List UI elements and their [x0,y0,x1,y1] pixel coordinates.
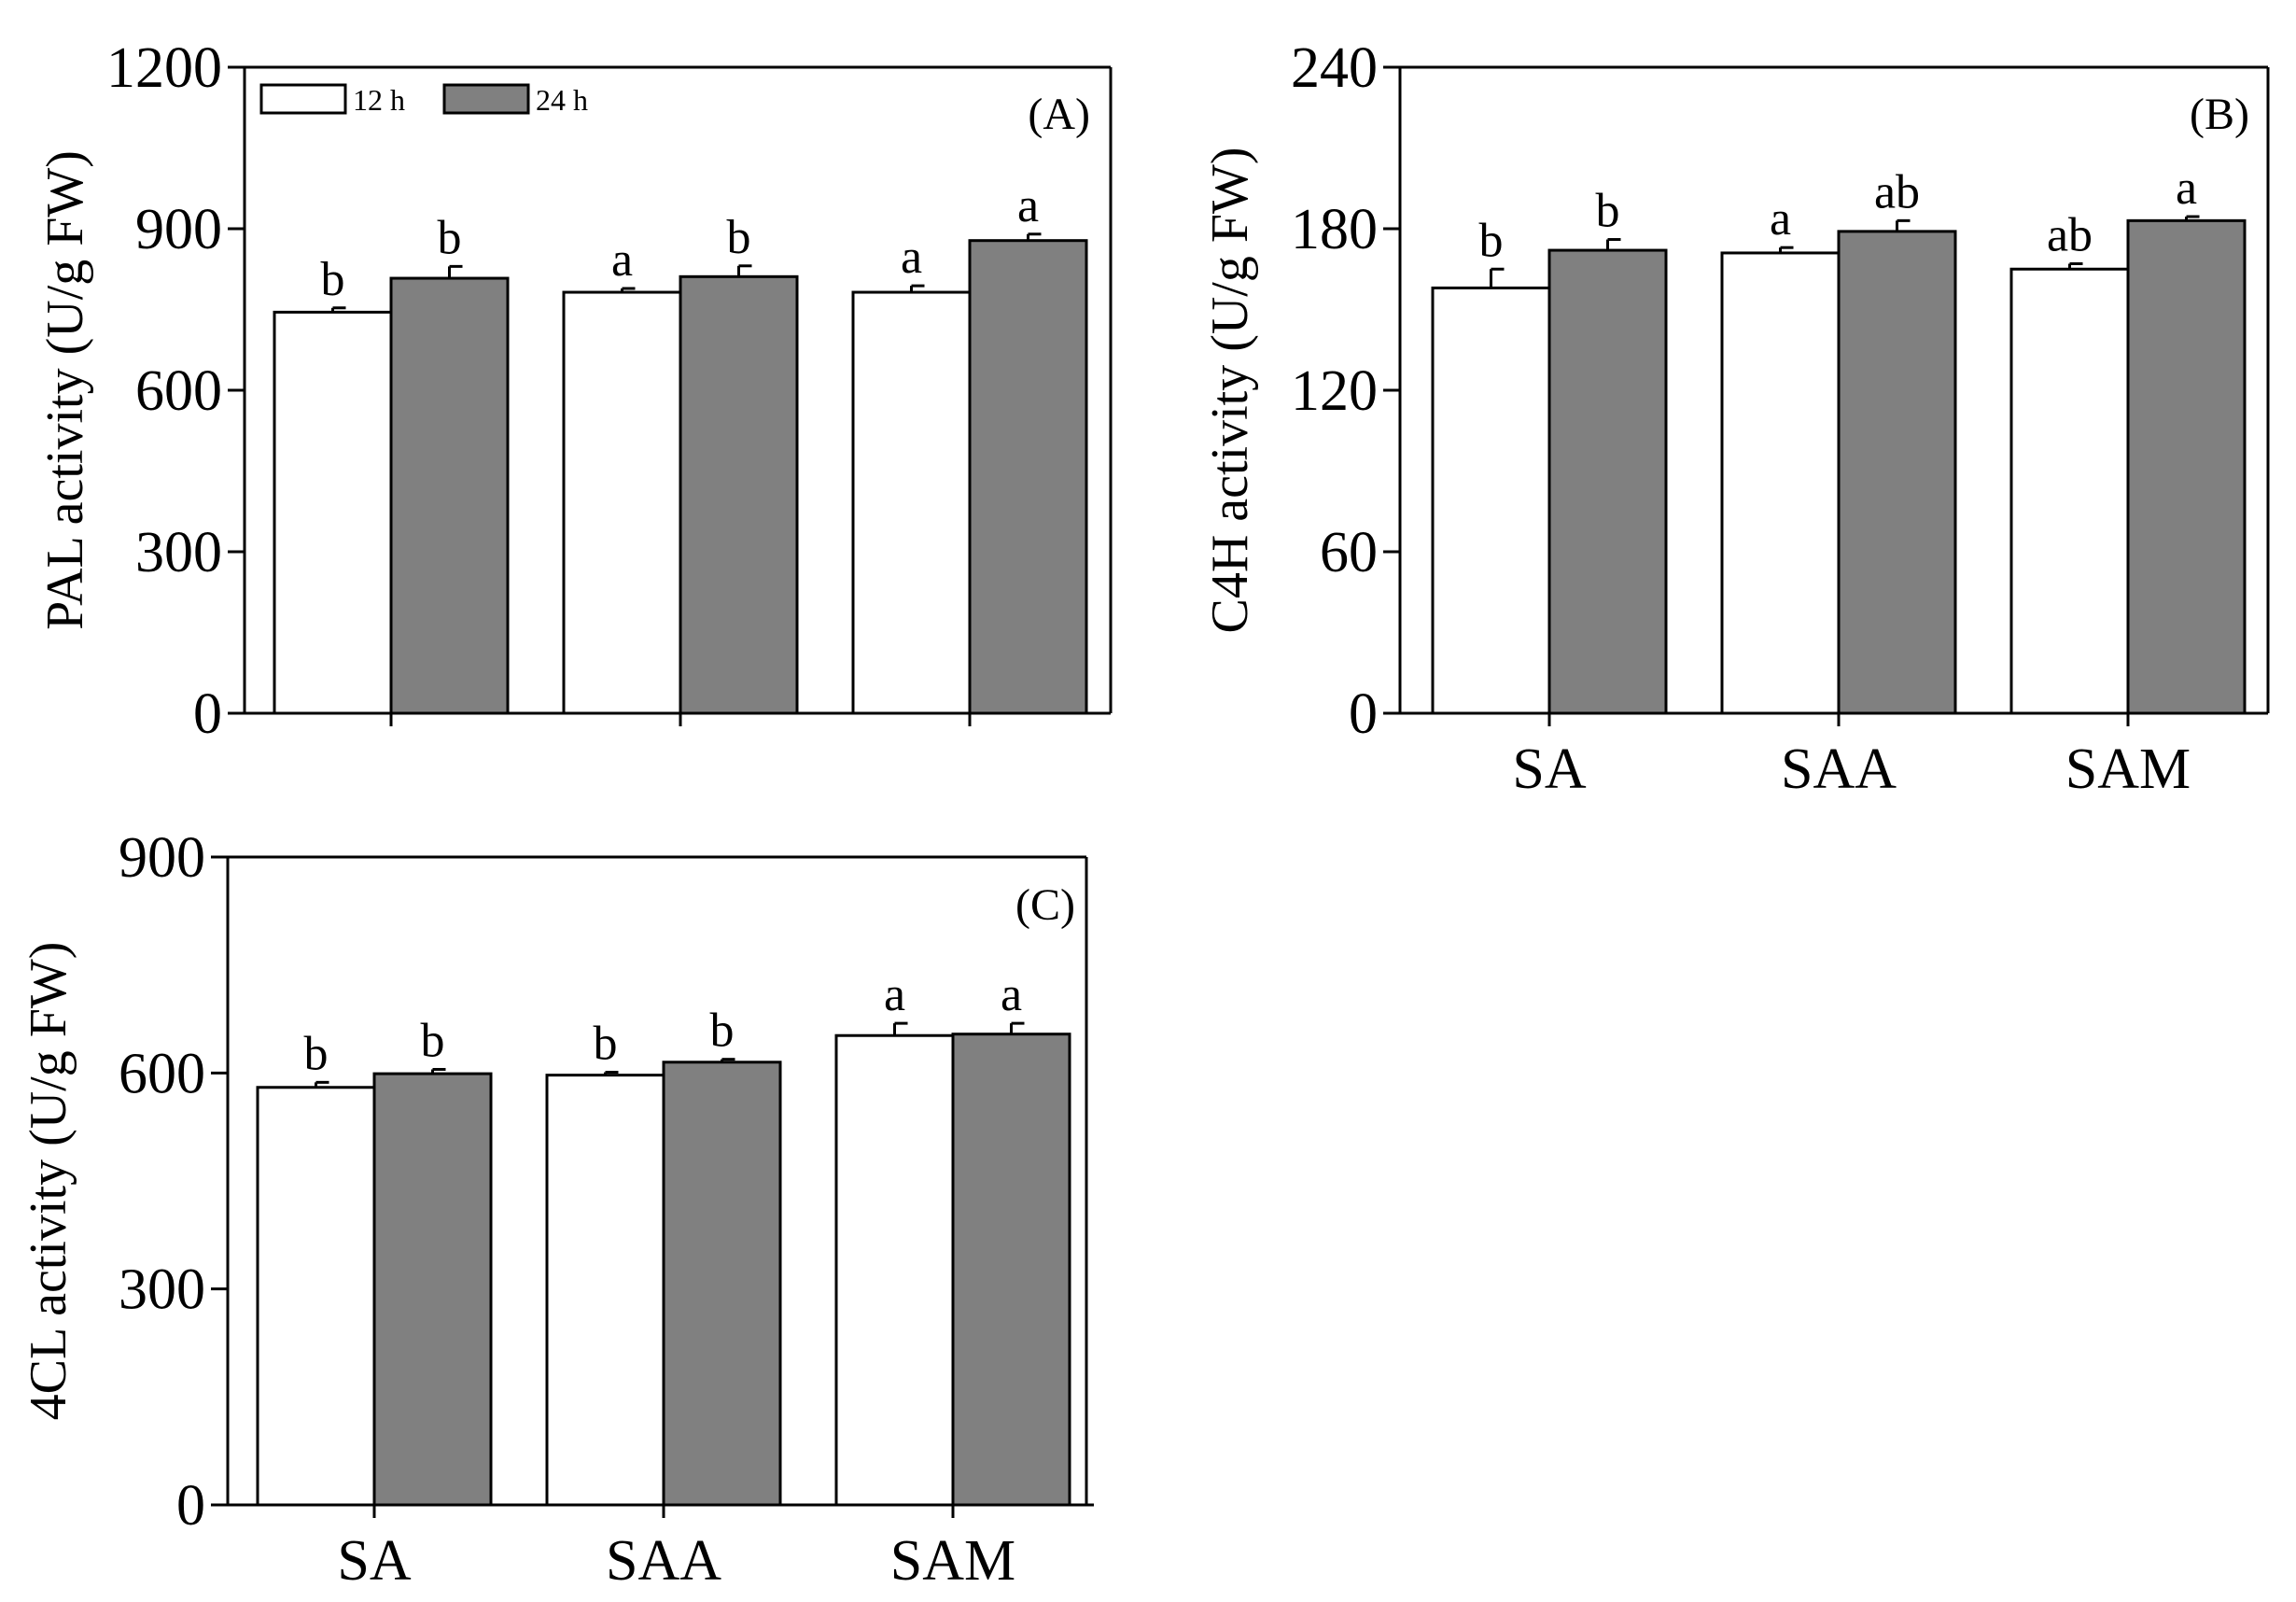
significance-label: b [421,1014,445,1067]
bar-sam-12h [834,1033,955,1507]
bar-sa-24h [372,1072,493,1507]
y-tick-label: 300 [119,1258,205,1322]
x-tick-label: SAM [2065,738,2191,801]
significance-label: a [611,233,633,287]
y-axis-title: PAL activity (U/g FW) [36,150,94,630]
significance-label: ab [1874,165,1920,218]
bar-sa-12h [273,310,393,715]
bar-sam-24h [968,239,1088,715]
significance-label: ab [2047,208,2093,261]
panel-b-c4h-activity: b b SA a ab SAA ab a SAM 0 60 120 180 240 C4H activity… [1201,36,2270,801]
bar-sa-12h [1431,286,1551,715]
significance-label: a [901,231,922,284]
x-tick-label: SAM [890,1529,1015,1593]
y-tick-label: 240 [1291,36,1378,100]
y-tick-label: 60 [1320,521,1378,584]
bar-saa-24h [662,1061,782,1507]
legend-label-12h: 12 h [353,83,405,117]
significance-label: b [1596,185,1620,238]
significance-label: b [710,1005,735,1058]
y-tick-label: 0 [1349,682,1378,746]
x-tick-label: SA [337,1529,411,1593]
x-tick-label: SAA [606,1529,721,1593]
significance-label: b [1479,214,1504,267]
bar-sam-12h [2009,267,2130,715]
y-tick-label: 600 [119,1042,205,1105]
bar-sa-24h [389,276,510,715]
bar-saa-24h [679,274,799,715]
significance-label: b [304,1027,329,1080]
panel-c-4cl-activity: b b SA b b SAA a a SAM 0 300 600 900 4CL activity (U/… [20,826,1094,1593]
bar-sam-12h [851,290,972,715]
bar-sa-12h [256,1086,376,1507]
y-tick-label: 120 [1291,359,1378,423]
bar-sam-24h [951,1033,1071,1507]
legend: 12 h 24 h [259,83,588,117]
legend-label-24h: 24 h [536,83,588,117]
y-tick-label: 1200 [106,36,222,100]
x-tick-label: SA [1512,738,1586,801]
bar-saa-12h [545,1074,665,1507]
bar-saa-12h [1720,251,1841,715]
panel-label: (C) [1015,880,1075,930]
panel-label: (A) [1028,90,1090,139]
legend-swatch-24h [442,83,530,115]
significance-label: b [321,253,345,306]
y-tick-label: 600 [135,359,222,423]
bar-sa-24h [1547,248,1668,715]
y-tick-label: 180 [1291,198,1378,261]
legend-swatch-12h [259,83,347,115]
bar-saa-24h [1837,230,1957,715]
y-tick-label: 900 [119,826,205,890]
significance-label: a [884,968,905,1021]
y-axis-title: C4H activity (U/g FW) [1201,147,1259,633]
significance-label: a [2176,162,2197,215]
significance-label: b [594,1018,618,1071]
y-tick-label: 0 [193,682,222,746]
significance-label: b [727,211,751,264]
y-tick-label: 900 [135,198,222,261]
y-tick-label: 0 [176,1474,205,1538]
bar-saa-12h [562,290,682,715]
significance-label: a [1770,192,1791,246]
bar-sam-24h [2126,218,2247,715]
significance-label: a [1017,179,1039,232]
y-axis-title: 4CL activity (U/g FW) [20,942,77,1421]
significance-label: b [438,211,462,264]
x-tick-label: SAA [1781,738,1897,801]
significance-label: a [1001,968,1022,1021]
panel-label: (B) [2190,90,2249,139]
y-tick-label: 300 [135,521,222,584]
